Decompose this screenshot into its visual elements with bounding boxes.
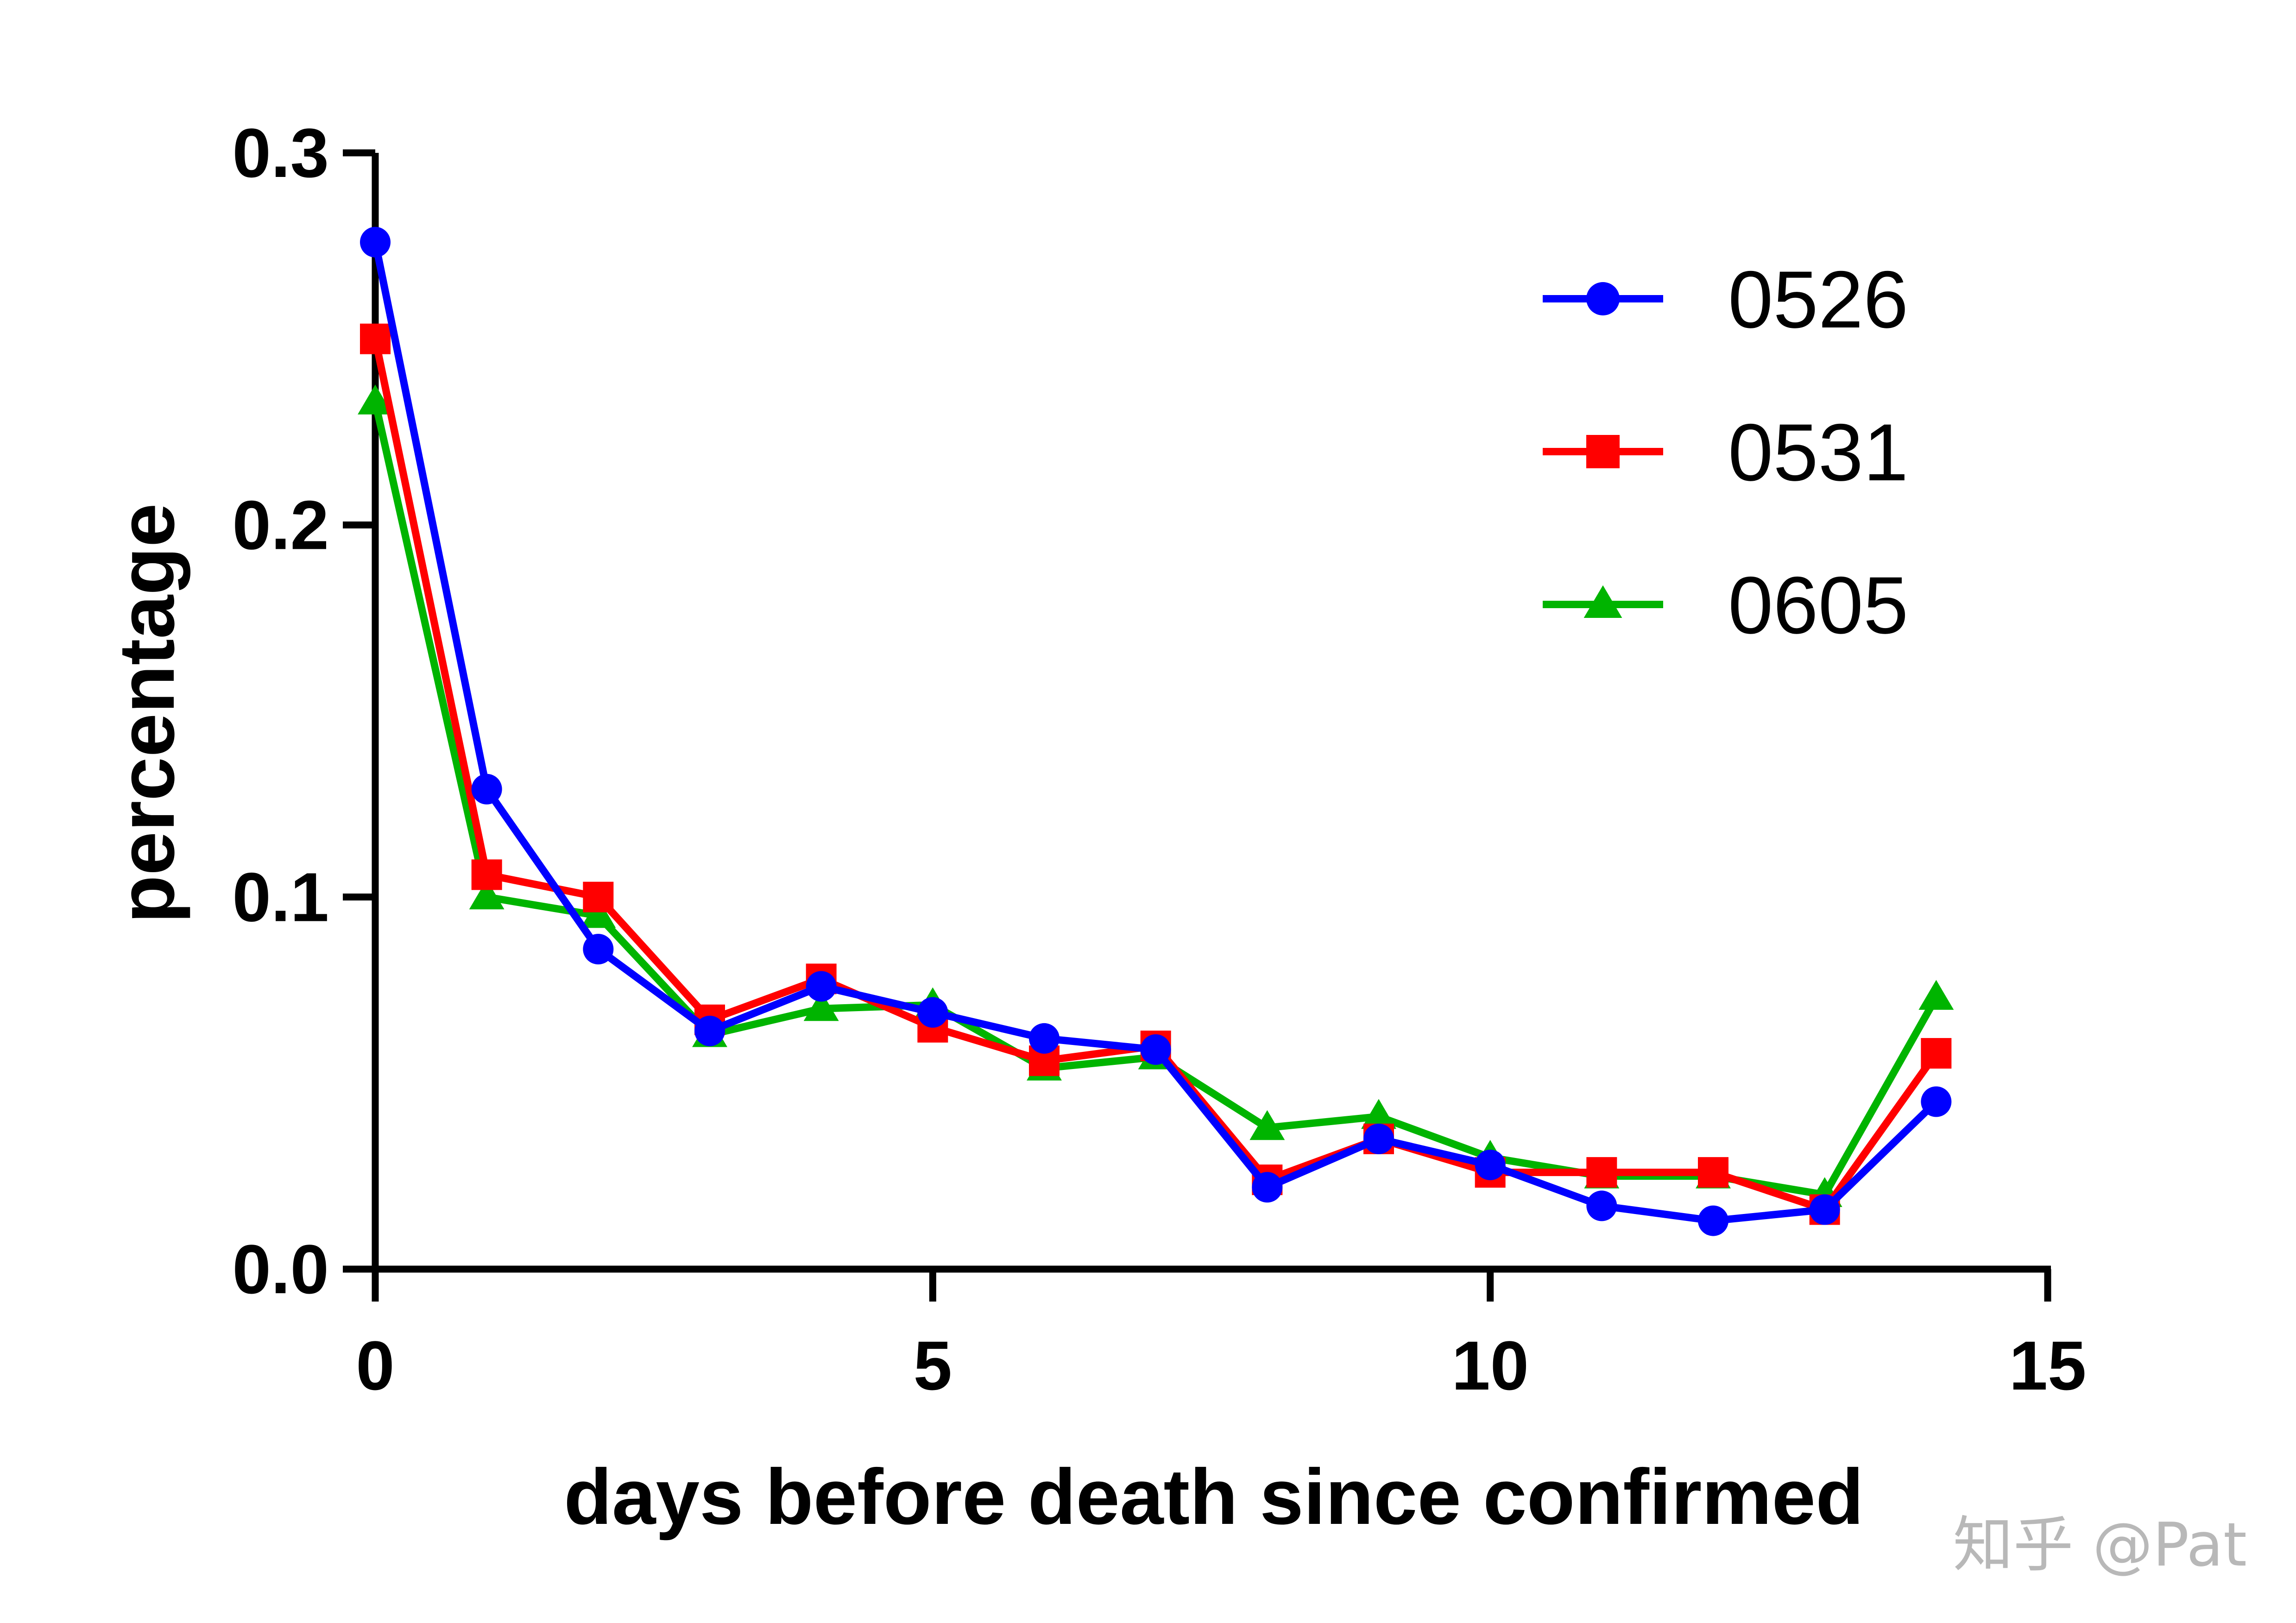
x-tick-label: 10: [1451, 1327, 1529, 1404]
y-tick-label: 0.1: [232, 858, 329, 936]
legend-item-0605: 0605: [1543, 560, 1908, 651]
data-point-0526: [694, 1015, 725, 1046]
series-line-0531: [372, 338, 1939, 1214]
data-point-0605: [358, 384, 393, 415]
data-point-0605: [803, 991, 839, 1021]
data-point-0605: [1918, 980, 1954, 1010]
legend-marker: [1586, 282, 1620, 315]
data-point-0605: [1249, 1110, 1285, 1140]
data-point-0526: [1475, 1150, 1506, 1181]
data-point-0526: [1698, 1205, 1728, 1236]
data-point-0526: [1252, 1172, 1283, 1203]
x-axis-ticks: 0 5 10 15: [356, 1269, 2086, 1404]
data-point-0526: [1809, 1194, 1840, 1225]
data-point-0526: [471, 774, 502, 805]
y-axis-ticks: 0.0 0.1 0.2 0.3: [232, 114, 375, 1308]
data-point-0531: [583, 881, 614, 912]
data-point-0526: [806, 971, 837, 1002]
series-line-0526: [372, 241, 1939, 1225]
y-axis-title: percentage: [103, 503, 191, 923]
data-point-0526: [1363, 1123, 1394, 1154]
legend-label: 0526: [1728, 255, 1908, 345]
watermark: 知乎 @Pat: [1953, 1510, 2247, 1580]
legend-marker: [1586, 435, 1620, 468]
y-tick-label: 0.2: [232, 486, 329, 564]
data-point-0605: [1361, 1099, 1396, 1129]
data-point-0526: [1140, 1034, 1171, 1065]
data-point-0605: [469, 879, 505, 910]
data-point-0531: [1586, 1157, 1617, 1188]
x-axis-title: days before death since confirmed: [564, 1453, 1864, 1541]
data-point-0526: [583, 934, 614, 965]
data-point-0531: [360, 323, 391, 354]
legend-item-0531: 0531: [1543, 408, 1908, 498]
x-tick-label: 15: [2009, 1327, 2087, 1404]
legend: 0526 0531 0605: [1543, 255, 1908, 651]
data-point-0531: [1698, 1157, 1728, 1188]
y-tick-label: 0.0: [232, 1230, 329, 1308]
data-point-0605: [580, 898, 616, 928]
data-point-0531: [471, 859, 502, 890]
y-tick-label: 0.3: [232, 114, 329, 192]
series-0605: [358, 384, 1954, 1207]
series-line-0605: [372, 401, 1940, 1199]
series-layer: [358, 226, 1954, 1236]
legend-marker: [1583, 585, 1622, 618]
data-point-0526: [917, 997, 948, 1028]
data-point-0526: [1586, 1190, 1617, 1221]
data-point-0526: [360, 226, 391, 258]
data-point-0526: [1029, 1023, 1060, 1054]
x-tick-label: 5: [914, 1327, 952, 1404]
legend-item-0526: 0526: [1543, 255, 1908, 345]
x-tick-label: 0: [356, 1327, 394, 1404]
series-0526: [360, 226, 1952, 1236]
data-point-0526: [1921, 1086, 1952, 1117]
data-point-0531: [1921, 1038, 1952, 1069]
legend-label: 0531: [1728, 408, 1908, 498]
series-0531: [360, 323, 1952, 1225]
legend-label: 0605: [1728, 560, 1908, 651]
